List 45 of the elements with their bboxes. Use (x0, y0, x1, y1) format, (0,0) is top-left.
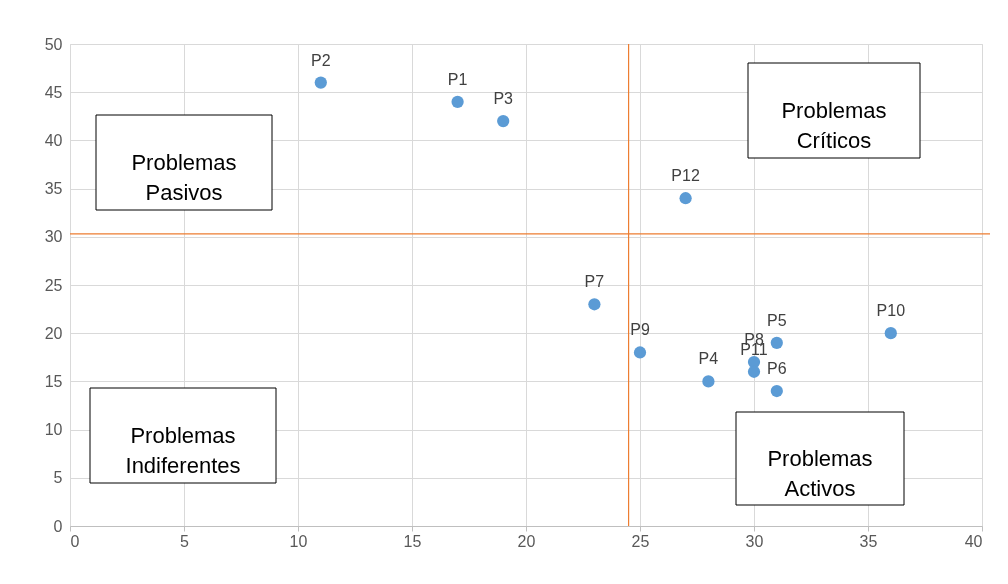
annotation: Problemas Indiferentes (125, 422, 241, 478)
x-tick-label: 15 (403, 532, 422, 550)
point (770, 336, 783, 349)
x-tick-label: 10 (289, 532, 308, 550)
series-label: P6 (767, 360, 787, 378)
y-tick-label: 50 (44, 35, 63, 53)
annotation: Problemas Activos (767, 445, 873, 501)
point (314, 76, 327, 89)
series-label: P7 (584, 273, 605, 291)
x-tick-label: 30 (745, 532, 764, 550)
y-tick-label: 25 (44, 276, 63, 294)
y-tick-label: 20 (44, 324, 63, 342)
series-label: P9 (630, 321, 650, 339)
annotation: Problemas Críticos (781, 97, 887, 153)
y-tick-label: 15 (44, 372, 63, 390)
series-label: P2 (311, 51, 331, 69)
series-label: P4 (698, 350, 719, 368)
y-tick-label: 40 (44, 131, 63, 149)
series-label: P12 (671, 167, 700, 185)
y-tick-label: 30 (44, 228, 63, 246)
y-tick-label: 5 (53, 469, 63, 487)
point (633, 346, 647, 359)
y-tick-label: 10 (44, 421, 63, 439)
point (588, 298, 601, 311)
y-tick-label: 45 (44, 83, 63, 101)
point (702, 375, 715, 388)
series-label: P3 (493, 90, 514, 108)
point (747, 365, 761, 378)
point (884, 327, 897, 340)
x-tick-label: 0 (70, 532, 80, 550)
x-tick-label: 25 (631, 532, 650, 550)
point (451, 95, 464, 108)
x-tick-label: 5 (180, 532, 190, 550)
annotation: Problemas Pasivos (131, 149, 237, 205)
x-tick-label: 35 (859, 532, 878, 550)
series-label: P10 (876, 302, 906, 320)
y-tick-label: 0 (53, 517, 63, 535)
point (679, 192, 692, 205)
y-tick-label: 35 (44, 180, 63, 198)
point (770, 384, 783, 398)
series-label: P5 (767, 311, 787, 329)
x-tick-label: 40 (964, 532, 983, 550)
series-label: P1 (447, 70, 468, 88)
point (497, 115, 510, 128)
x-tick-label: 20 (517, 532, 536, 550)
